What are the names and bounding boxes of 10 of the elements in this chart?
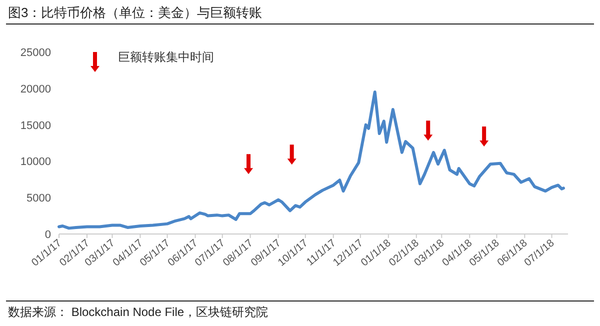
y-tick-label: 20000 — [20, 83, 51, 96]
y-tick-label: 0 — [44, 229, 51, 241]
y-tick-label: 5000 — [26, 192, 51, 205]
y-tick-label: 15000 — [20, 120, 51, 132]
legend-label: 巨额转账集中时间 — [118, 50, 214, 64]
chart-title: 图3：比特币价格（单位：美金）与巨额转账 — [8, 5, 262, 20]
y-tick-label: 25000 — [20, 47, 51, 59]
line-series — [58, 90, 565, 230]
source-note: 数据来源： Blockchain Node File，区块链研究院 — [8, 305, 268, 319]
y-tick-label: 10000 — [20, 156, 51, 168]
